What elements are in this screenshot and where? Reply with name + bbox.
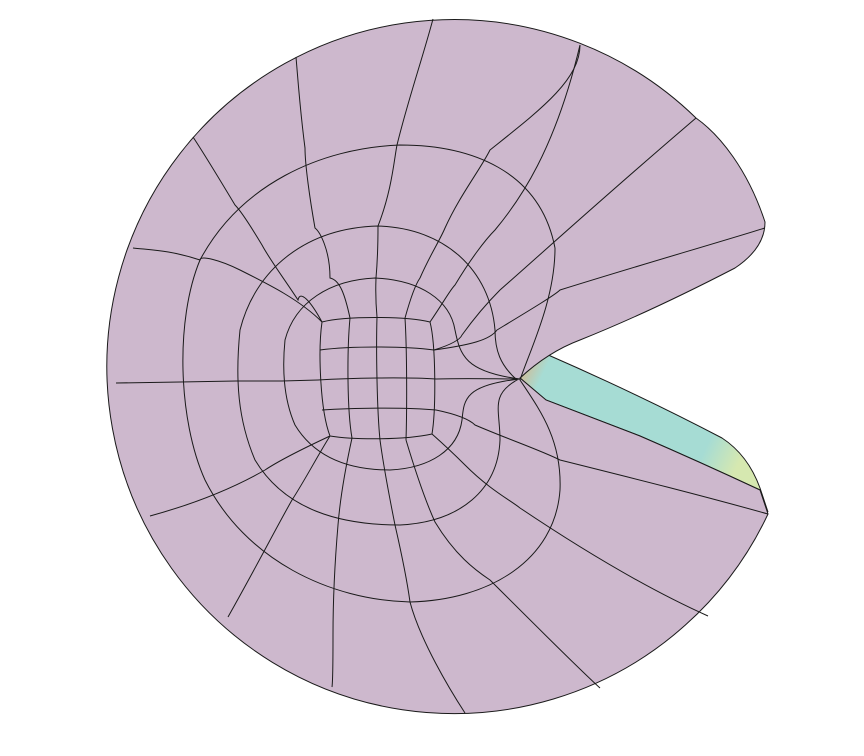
ring-2 bbox=[283, 277, 521, 471]
radial-sw2 bbox=[227, 435, 331, 618]
disk-surface bbox=[106, 19, 769, 715]
mesh-lines bbox=[115, 18, 769, 714]
radial-ne bbox=[429, 44, 581, 323]
radial-w bbox=[115, 379, 319, 384]
radial-se bbox=[405, 439, 601, 689]
radial-sw3 bbox=[331, 437, 353, 688]
core-h1 bbox=[319, 346, 435, 351]
radial-n bbox=[375, 18, 434, 318]
radial-ne2 bbox=[404, 44, 581, 319]
radial-se3 bbox=[435, 409, 769, 515]
core-v1 bbox=[347, 317, 353, 439]
radial-nw3 bbox=[192, 136, 323, 323]
core-v3 bbox=[404, 317, 408, 441]
core-h3 bbox=[321, 407, 437, 411]
core-v2 bbox=[376, 316, 381, 441]
radial-ne3 bbox=[433, 117, 697, 351]
radial-se2 bbox=[431, 433, 709, 617]
radial-nw2 bbox=[295, 56, 351, 319]
radial-e2 bbox=[433, 227, 766, 351]
radial-sw bbox=[149, 435, 331, 517]
radial-nw bbox=[132, 247, 323, 323]
ring-outer bbox=[182, 144, 561, 603]
radial-s bbox=[379, 439, 466, 714]
core-h2 bbox=[317, 377, 437, 381]
